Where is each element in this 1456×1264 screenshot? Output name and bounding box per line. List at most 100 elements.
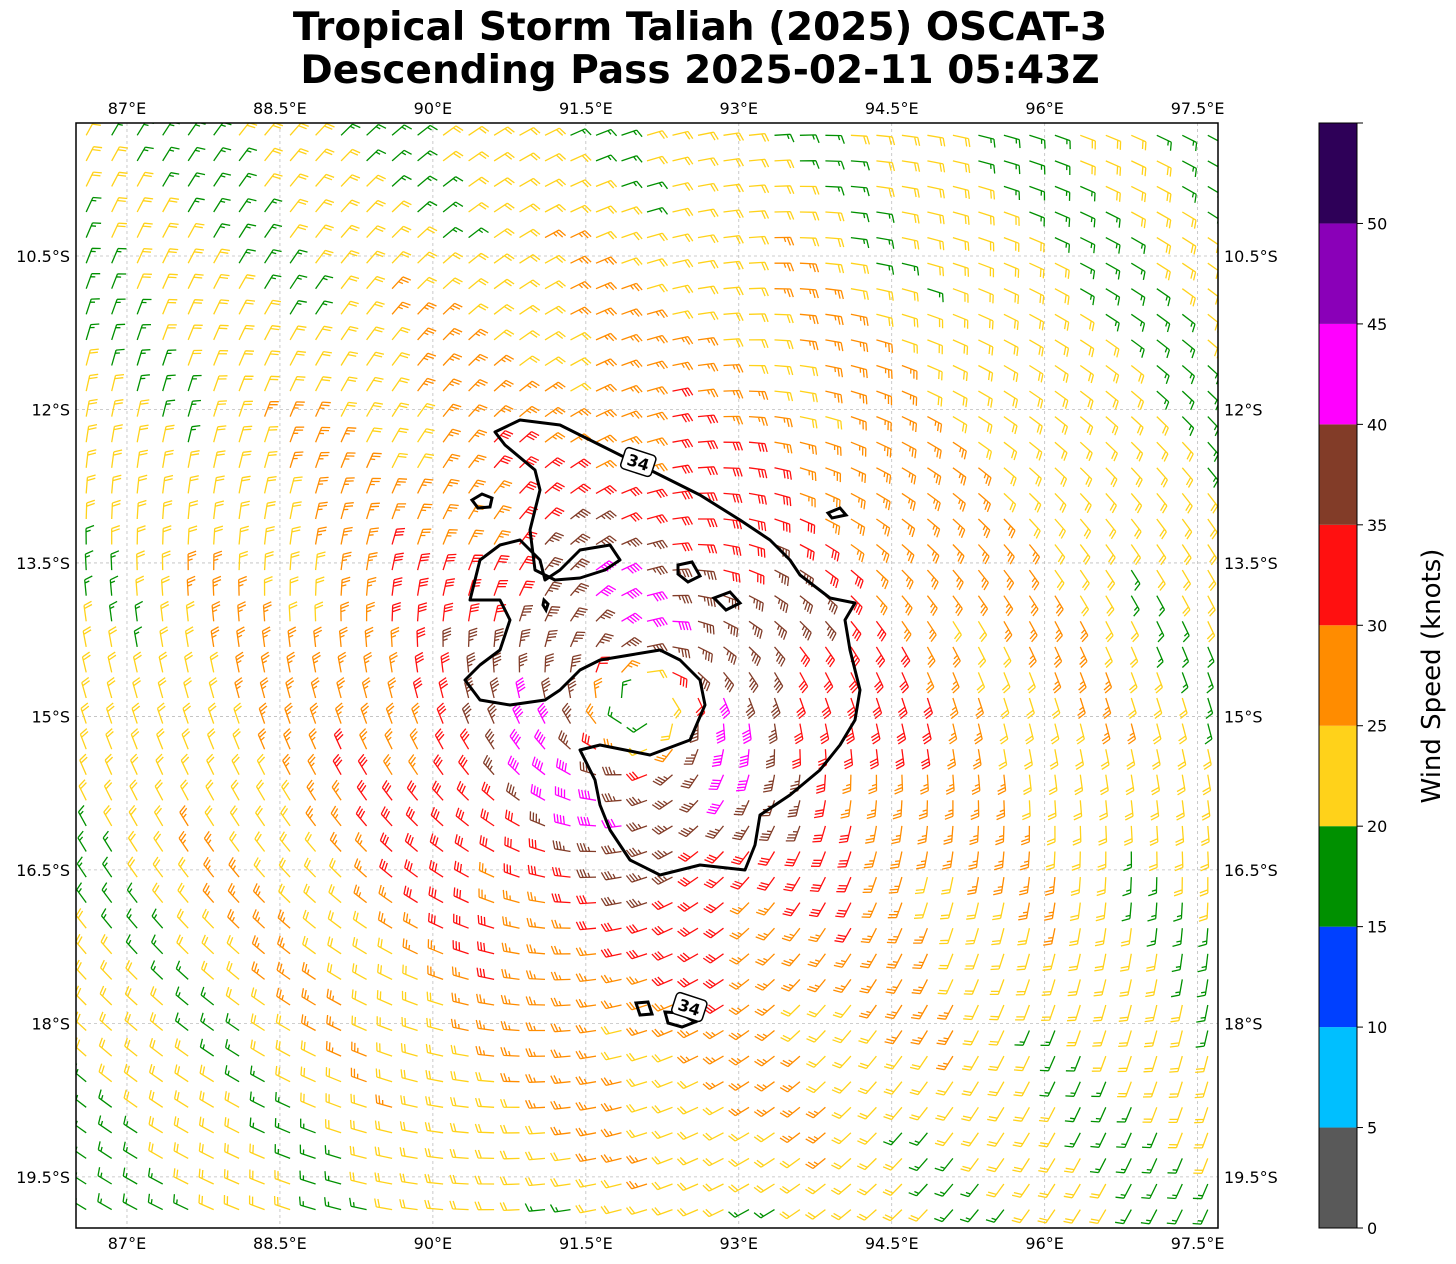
- wind-barb-1444: [201, 934, 215, 955]
- wind-barb-962: [518, 652, 528, 673]
- wind-barb-697: [646, 514, 668, 524]
- wind-barb-1191: [625, 796, 648, 807]
- wind-barb-531: [1003, 416, 1018, 435]
- wind-barb-1415: [600, 922, 622, 933]
- wind-barb-326: [366, 301, 385, 315]
- axis-tick-labels: 87°E87°E88.5°E88.5°E90°E90°E91.5°E91.5°E…: [16, 99, 1278, 1253]
- wind-barb-986: [1128, 672, 1138, 694]
- wind-barb-1648: [806, 1055, 826, 1068]
- wind-barb-336: [621, 308, 643, 317]
- wind-barb-1668: [174, 1064, 189, 1083]
- wind-barb-386: [748, 339, 769, 349]
- wind-barb-291: [621, 282, 643, 292]
- wind-barb-1720: [350, 1093, 367, 1108]
- wind-barb-1864: [575, 1178, 597, 1188]
- wind-barb-723: [162, 525, 172, 545]
- wind-barb-1417: [651, 925, 673, 936]
- wind-barb-1691: [754, 1081, 775, 1092]
- wind-barb-219: [1080, 237, 1096, 254]
- wind-barb-151: [493, 202, 515, 213]
- wind-barb-591: [238, 450, 252, 468]
- wind-barb-1521: [1015, 979, 1031, 996]
- wind-barb-161: [748, 210, 770, 220]
- wind-barb-302: [901, 288, 919, 302]
- wind-barb-1866: [625, 1180, 648, 1190]
- wind-barb-1580: [225, 1013, 240, 1032]
- wind-barb-704: [825, 518, 841, 535]
- wind-barb-1276: [504, 836, 520, 853]
- wind-barb-287: [519, 279, 541, 290]
- wind-barb-1641: [625, 1052, 648, 1062]
- wind-barb-1174: [205, 779, 215, 801]
- wind-barb-482: [901, 390, 918, 406]
- wind-barb-129: [1080, 185, 1096, 202]
- wind-barb-544: [187, 424, 201, 443]
- wind-barb-381: [621, 333, 643, 343]
- wind-barb-1768: [424, 1122, 444, 1134]
- wind-barb-573: [927, 441, 942, 459]
- wind-barb-1169: [78, 779, 87, 801]
- wind-barb-1827: [779, 1157, 801, 1169]
- wind-barb-947: [132, 651, 142, 673]
- wind-barb-1319: [453, 860, 469, 878]
- lat-tick-left-2: 13.5°S: [16, 554, 70, 573]
- wind-barb-1038: [182, 702, 192, 724]
- wind-barb-254: [825, 262, 845, 274]
- wind-barb-41: [1131, 134, 1147, 151]
- wind-barb-193: [417, 226, 438, 239]
- wind-barb-991: [106, 676, 116, 699]
- wind-barb-1241: [759, 825, 776, 842]
- wind-barb-94: [187, 172, 206, 187]
- wind-barb-37: [1029, 134, 1046, 149]
- wind-barb-72: [774, 159, 795, 169]
- wind-barb-454: [187, 374, 202, 392]
- wind-barb-197: [519, 228, 541, 239]
- wind-barb-923: [672, 646, 691, 659]
- wind-barb-342: [774, 313, 794, 324]
- wind-barb-428: [672, 361, 694, 371]
- wind-barb-1089: [333, 728, 344, 750]
- wind-barb-1518: [937, 979, 954, 995]
- wind-barb-539: [1207, 416, 1218, 437]
- wind-barb-1762: [274, 1118, 291, 1134]
- wind-barb-595: [340, 452, 356, 469]
- wind-barb-582: [1156, 441, 1169, 462]
- wind-barb-758: [1054, 544, 1066, 565]
- wind-barb-1406: [377, 911, 393, 929]
- wind-barb-1310: [228, 856, 240, 878]
- wind-barb-1602: [780, 1030, 801, 1042]
- wind-barb-850: [1105, 595, 1115, 617]
- wind-barb-1032: [1179, 697, 1188, 720]
- wind-barb-1787: [908, 1132, 928, 1146]
- wind-barb-1337: [914, 876, 929, 895]
- wind-barb-825: [467, 578, 482, 596]
- wind-barb-442: [1029, 364, 1044, 383]
- wind-barb-1512: [780, 978, 801, 992]
- wind-barb-76: [876, 160, 896, 172]
- wind-barb-1285: [731, 851, 750, 865]
- wind-barb-334: [570, 306, 592, 315]
- wind-barb-1846: [122, 1167, 138, 1185]
- wind-barb-810: [84, 575, 93, 596]
- wind-barb-1021: [897, 697, 908, 720]
- wind-barb-131: [1131, 185, 1147, 203]
- wind-barb-1163: [1074, 774, 1084, 796]
- wind-barb-942: [1156, 646, 1164, 668]
- wind-barb-737: [518, 530, 538, 545]
- wind-barb-1443: [176, 934, 189, 955]
- wind-barb-644: [442, 478, 460, 494]
- wind-barb-1011: [620, 679, 632, 699]
- wind-barb-1157: [920, 774, 929, 795]
- wind-barb-20: [595, 128, 618, 137]
- wind-barb-935: [977, 646, 987, 668]
- wind-barb-289: [570, 281, 592, 290]
- wind-barb-209: [825, 236, 845, 248]
- wind-barb-904: [184, 626, 194, 648]
- wind-barb-1485: [100, 959, 113, 980]
- wind-barb-109: [570, 179, 592, 188]
- wind-barb-996: [234, 677, 243, 699]
- wind-barb-146: [366, 199, 386, 213]
- wind-barb-536: [1130, 416, 1144, 436]
- wind-barb-1776: [625, 1129, 648, 1139]
- wind-barb-865: [340, 601, 350, 622]
